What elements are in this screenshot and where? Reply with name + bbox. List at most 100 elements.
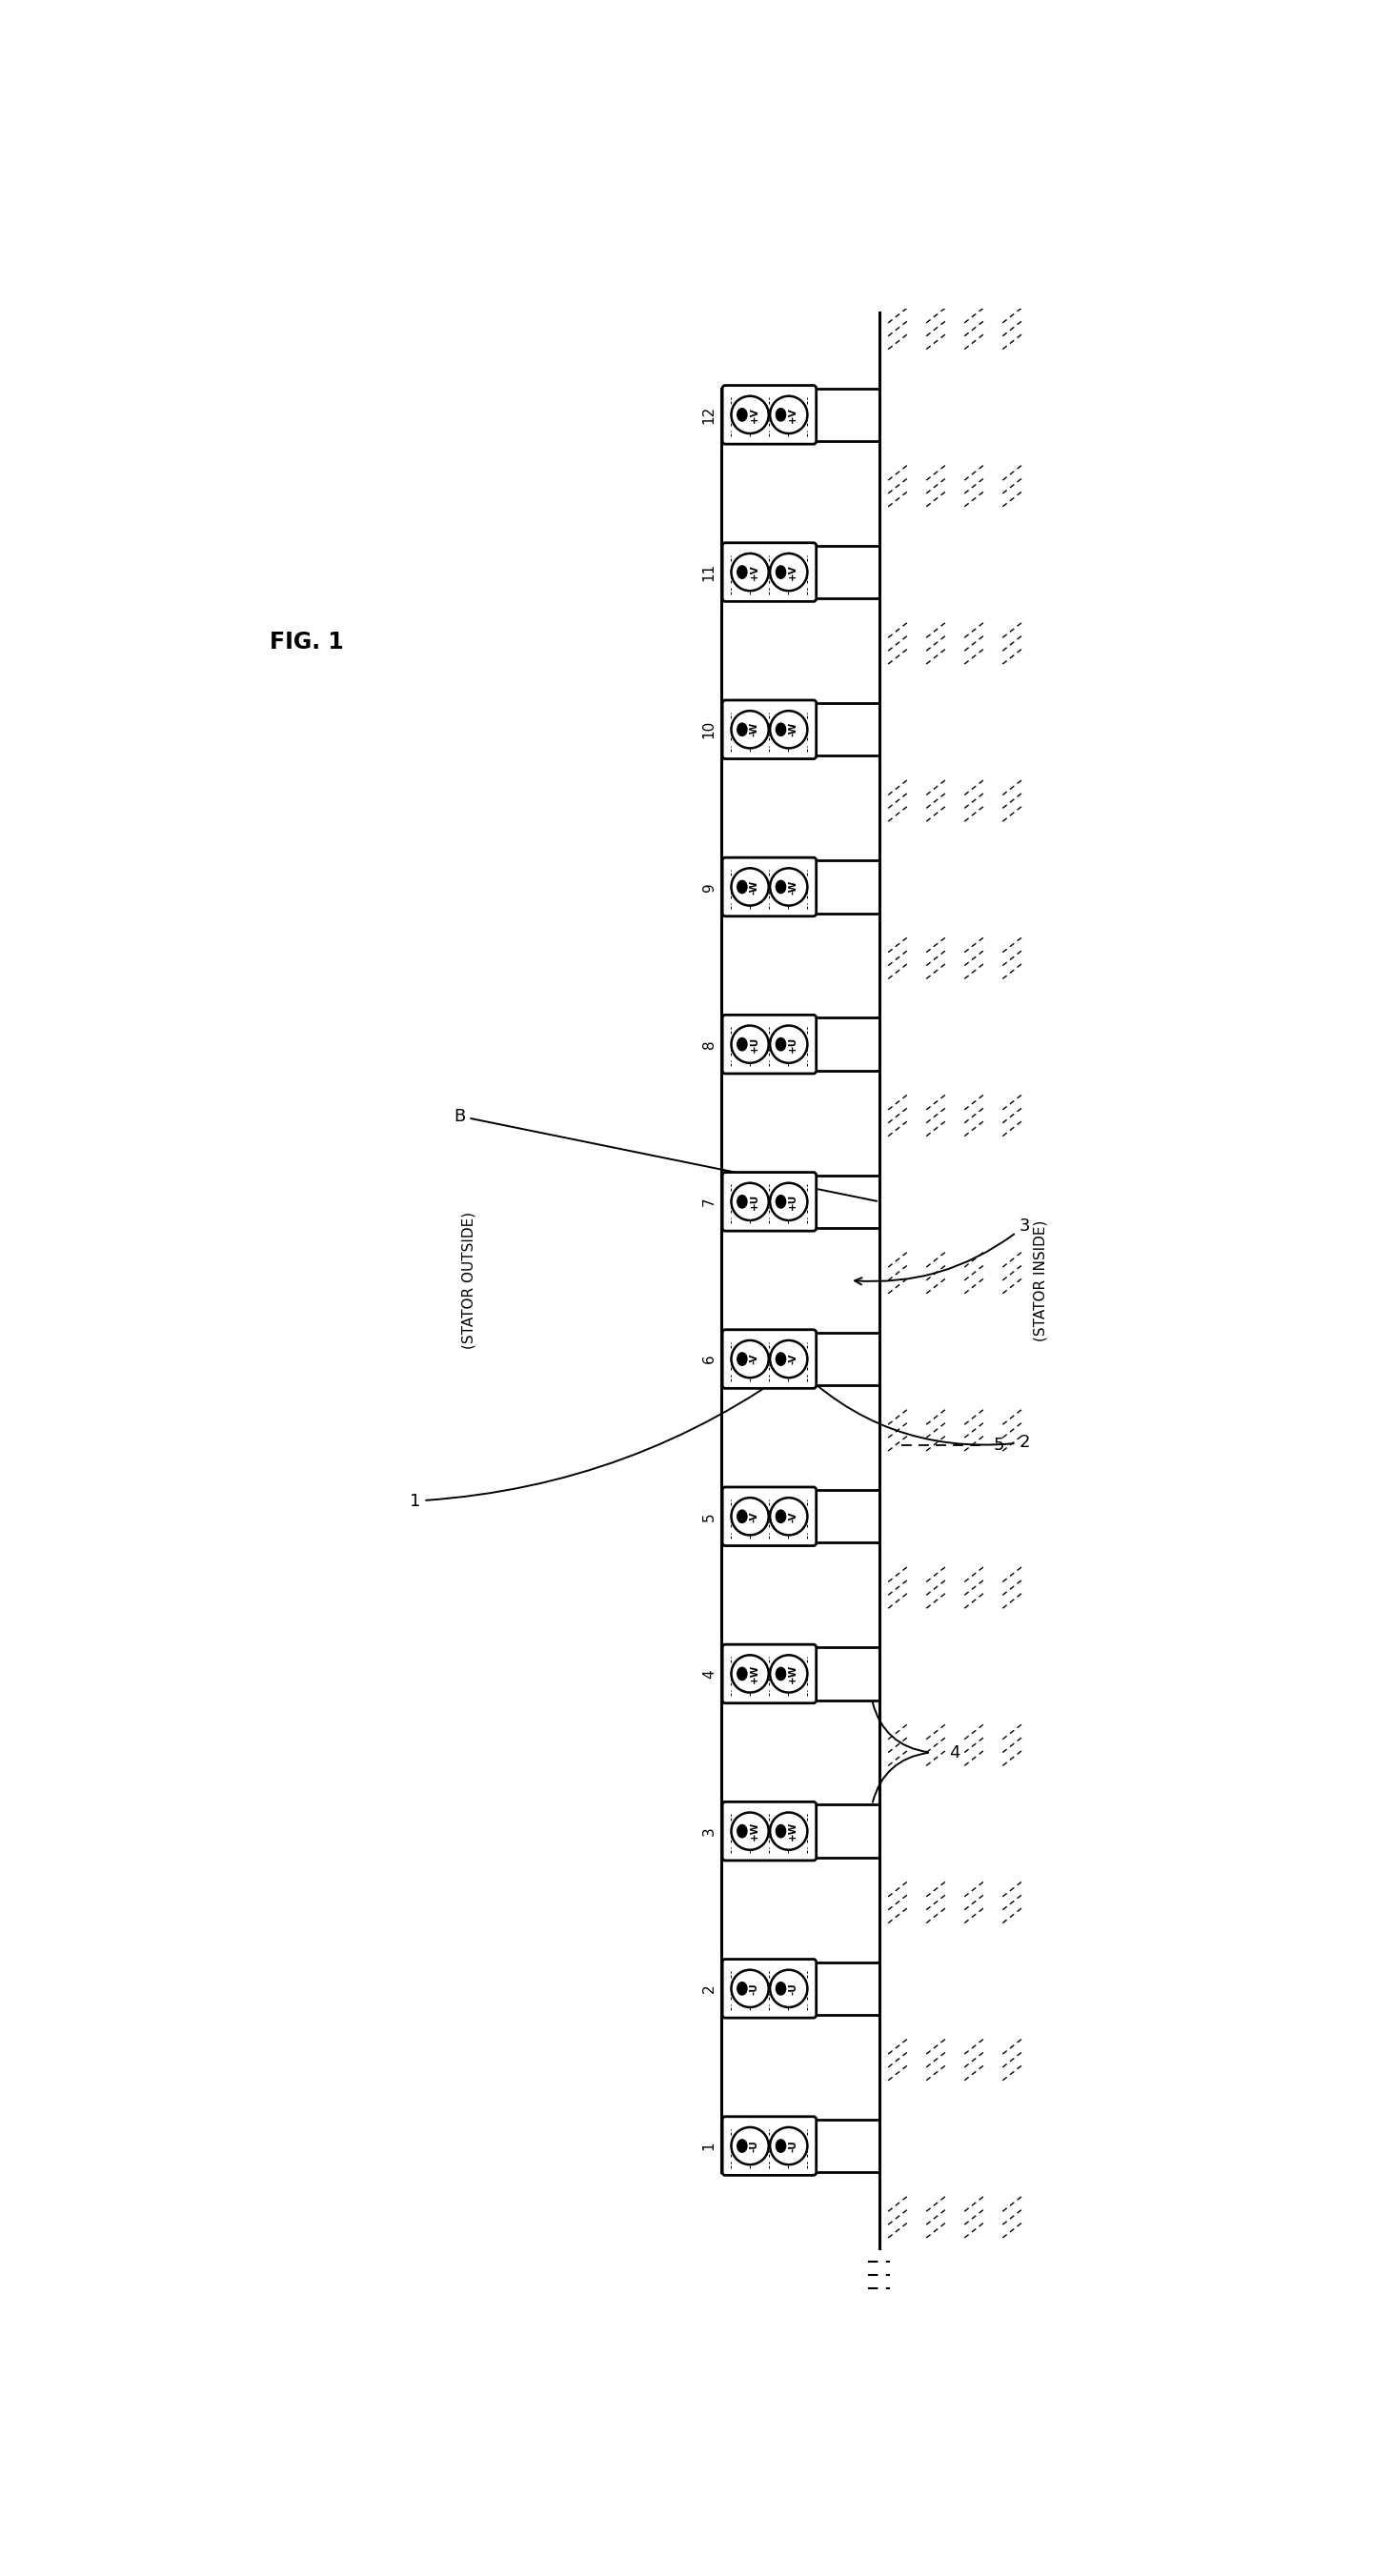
Ellipse shape [776, 1510, 785, 1522]
Circle shape [770, 2128, 807, 2164]
Text: -V: -V [788, 1512, 798, 1522]
Text: +U: +U [788, 1193, 798, 1211]
Circle shape [770, 1814, 807, 1850]
Text: -U: -U [750, 1984, 759, 1994]
Text: +W: +W [750, 1664, 759, 1685]
Text: +V: +V [750, 564, 759, 580]
Circle shape [770, 1656, 807, 1692]
Text: 11: 11 [702, 564, 717, 582]
Text: 5: 5 [702, 1512, 717, 1520]
Circle shape [732, 868, 769, 907]
Text: +V: +V [750, 407, 759, 422]
Circle shape [732, 1814, 769, 1850]
Text: -U: -U [750, 2141, 759, 2151]
Text: -V: -V [788, 1352, 798, 1365]
Text: +W: +W [788, 1821, 798, 1842]
Circle shape [732, 711, 769, 747]
FancyBboxPatch shape [722, 1643, 817, 1703]
Text: 7: 7 [702, 1198, 717, 1206]
Ellipse shape [776, 1824, 785, 1837]
Circle shape [732, 1182, 769, 1221]
FancyBboxPatch shape [722, 386, 817, 443]
Text: 3: 3 [702, 1826, 717, 1837]
Text: -V: -V [750, 1512, 759, 1522]
Ellipse shape [737, 1038, 747, 1051]
FancyBboxPatch shape [722, 2117, 817, 2174]
Text: +W: +W [750, 1821, 759, 1842]
Text: +U: +U [788, 1036, 798, 1054]
Circle shape [770, 1971, 807, 2007]
FancyBboxPatch shape [722, 1486, 817, 1546]
FancyBboxPatch shape [722, 1329, 817, 1388]
Text: 9: 9 [702, 881, 717, 891]
Text: -U: -U [788, 1984, 798, 1994]
Circle shape [770, 1182, 807, 1221]
Circle shape [732, 1971, 769, 2007]
Ellipse shape [737, 881, 747, 894]
Circle shape [732, 2128, 769, 2164]
Text: B: B [454, 1108, 877, 1200]
Ellipse shape [776, 724, 785, 737]
Ellipse shape [776, 1195, 785, 1208]
Ellipse shape [737, 410, 747, 420]
Ellipse shape [776, 410, 785, 420]
Circle shape [770, 397, 807, 433]
Text: -W: -W [750, 878, 759, 894]
Text: 8: 8 [702, 1041, 717, 1048]
FancyBboxPatch shape [722, 544, 817, 600]
Ellipse shape [737, 724, 747, 737]
FancyBboxPatch shape [722, 1960, 817, 2017]
Text: -W: -W [788, 878, 798, 894]
Text: +V: +V [788, 564, 798, 580]
Circle shape [770, 1497, 807, 1535]
Text: 4: 4 [949, 1744, 960, 1762]
Ellipse shape [776, 1667, 785, 1680]
Text: 3: 3 [855, 1218, 1030, 1285]
Ellipse shape [776, 567, 785, 580]
Ellipse shape [737, 1667, 747, 1680]
Circle shape [770, 1340, 807, 1378]
Ellipse shape [776, 1038, 785, 1051]
Ellipse shape [776, 2141, 785, 2154]
Ellipse shape [776, 881, 785, 894]
Ellipse shape [737, 1824, 747, 1837]
Ellipse shape [737, 1195, 747, 1208]
Text: 2: 2 [792, 1363, 1030, 1450]
FancyBboxPatch shape [722, 1015, 817, 1074]
FancyBboxPatch shape [722, 858, 817, 917]
Text: 1: 1 [702, 2141, 717, 2151]
Circle shape [732, 1025, 769, 1064]
Circle shape [770, 1025, 807, 1064]
Text: -V: -V [750, 1352, 759, 1365]
Text: 4: 4 [702, 1669, 717, 1680]
Ellipse shape [737, 567, 747, 580]
Circle shape [732, 397, 769, 433]
Circle shape [732, 1497, 769, 1535]
Text: (STATOR OUTSIDE): (STATOR OUTSIDE) [461, 1211, 475, 1350]
Text: 10: 10 [702, 721, 717, 739]
Text: -W: -W [788, 721, 798, 737]
Ellipse shape [776, 1352, 785, 1365]
FancyBboxPatch shape [722, 1172, 817, 1231]
Text: 6: 6 [702, 1355, 717, 1363]
Ellipse shape [776, 1981, 785, 1994]
Ellipse shape [737, 1510, 747, 1522]
FancyBboxPatch shape [722, 1801, 817, 1860]
Text: +W: +W [788, 1664, 798, 1685]
Circle shape [770, 868, 807, 907]
Text: 1: 1 [409, 1363, 802, 1510]
Text: +U: +U [750, 1036, 759, 1054]
Circle shape [770, 554, 807, 590]
Text: 2: 2 [702, 1984, 717, 1994]
Text: +V: +V [788, 407, 798, 422]
Text: (STATOR INSIDE): (STATOR INSIDE) [1034, 1218, 1048, 1342]
Text: +U: +U [750, 1193, 759, 1211]
Ellipse shape [737, 2141, 747, 2154]
Ellipse shape [737, 1981, 747, 1994]
Circle shape [770, 711, 807, 747]
Text: -U: -U [788, 2141, 798, 2151]
Text: -W: -W [750, 721, 759, 737]
Text: FIG. 1: FIG. 1 [270, 631, 345, 654]
Circle shape [732, 554, 769, 590]
Circle shape [732, 1340, 769, 1378]
